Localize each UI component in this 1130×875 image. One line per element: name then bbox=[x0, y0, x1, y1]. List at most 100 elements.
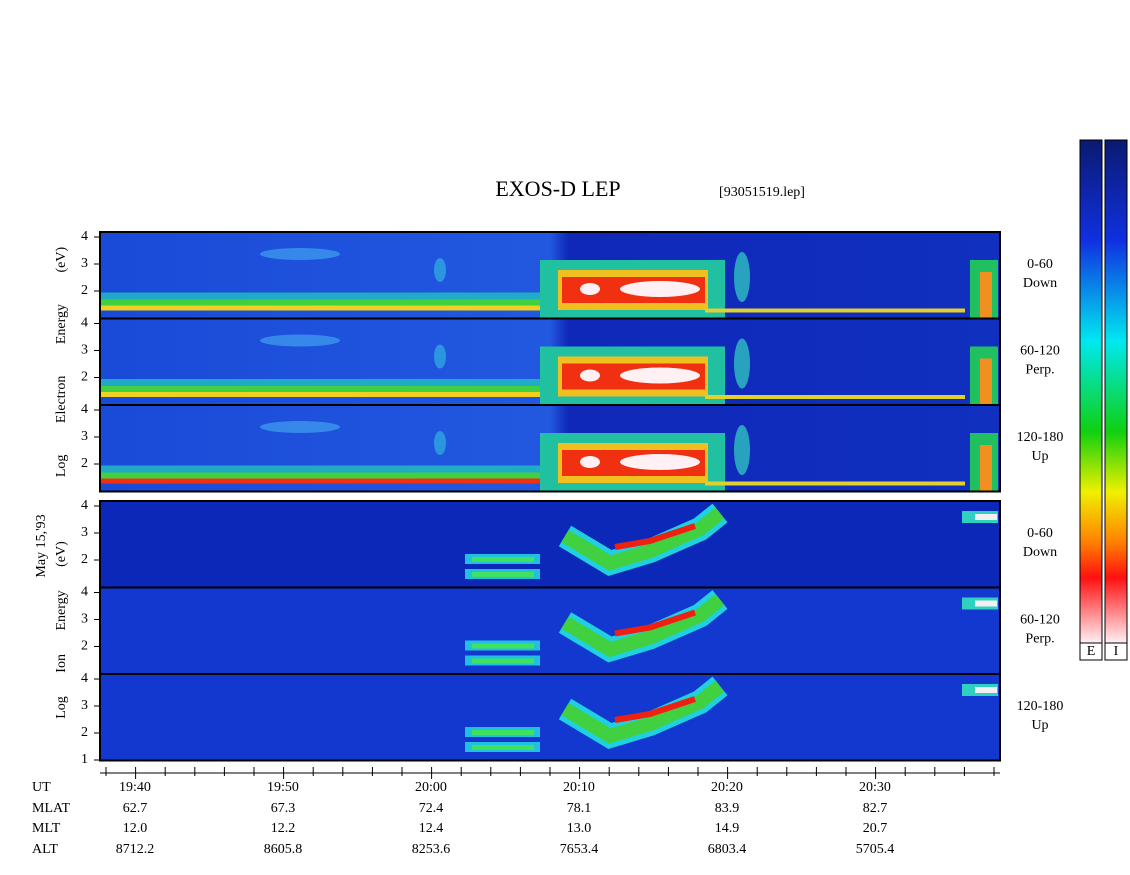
background bbox=[100, 501, 1000, 588]
pitch-label: 0-60 bbox=[1027, 526, 1053, 541]
feature bbox=[260, 421, 340, 433]
blob bbox=[620, 281, 700, 297]
row-label: UT bbox=[32, 780, 51, 795]
ephemeris-value: 12.4 bbox=[419, 821, 444, 836]
blob bbox=[580, 369, 600, 382]
arc bbox=[614, 696, 696, 723]
blob bbox=[975, 687, 997, 693]
feature bbox=[734, 252, 750, 302]
band bbox=[100, 292, 570, 303]
y-tick-label: 3 bbox=[81, 256, 88, 271]
band bbox=[705, 308, 965, 313]
y-tick-label: 3 bbox=[81, 525, 88, 540]
y-tick-label: 4 bbox=[81, 585, 88, 600]
band bbox=[100, 392, 560, 397]
y-tick-label: 2 bbox=[81, 552, 88, 567]
ephemeris-value: 67.3 bbox=[271, 801, 296, 816]
y-tick-label: 4 bbox=[81, 316, 88, 331]
colorbar-i-box bbox=[1104, 642, 1128, 661]
file-name: [93051519.lep] bbox=[719, 185, 805, 200]
y-tick-label: 2 bbox=[81, 639, 88, 654]
ephemeris-value: 20:20 bbox=[711, 780, 743, 795]
blob bbox=[980, 358, 992, 405]
ephemeris-value: 12.2 bbox=[271, 821, 296, 836]
spectrogram bbox=[100, 318, 1000, 405]
blob bbox=[975, 514, 997, 520]
y-tick-label: 1 bbox=[81, 752, 88, 767]
ephemeris-value: 20:00 bbox=[415, 780, 447, 795]
blob bbox=[580, 456, 600, 468]
ephemeris-value: 82.7 bbox=[863, 801, 888, 816]
band bbox=[472, 658, 534, 664]
band bbox=[100, 305, 560, 311]
band bbox=[100, 379, 570, 389]
direction-label: Up bbox=[1031, 449, 1048, 464]
colorbar-e bbox=[1079, 139, 1103, 644]
ephemeris-value: 20:30 bbox=[859, 780, 891, 795]
ephemeris-value: 8605.8 bbox=[264, 842, 303, 857]
ephemeris-value: 62.7 bbox=[123, 801, 148, 816]
band bbox=[472, 730, 534, 735]
colorbar-label: E bbox=[1087, 644, 1096, 659]
arc bbox=[561, 680, 725, 744]
y-tick-label: 4 bbox=[81, 229, 88, 244]
y-tick-label: 3 bbox=[81, 612, 88, 627]
ephemeris-value: 8253.6 bbox=[412, 842, 451, 857]
y-tick-label: 3 bbox=[81, 429, 88, 444]
feature bbox=[260, 248, 340, 260]
spectrogram bbox=[100, 232, 1000, 319]
band bbox=[100, 472, 560, 480]
y-tick-label: 2 bbox=[81, 725, 88, 740]
y-tick-label: 2 bbox=[81, 370, 88, 385]
band bbox=[100, 478, 560, 484]
ephemeris-value: 5705.4 bbox=[856, 842, 895, 857]
feature bbox=[260, 334, 340, 347]
spectrogram bbox=[100, 501, 1000, 588]
band bbox=[100, 299, 560, 307]
ephemeris-value: 12.0 bbox=[123, 821, 148, 836]
ephemeris-value: 72.4 bbox=[419, 801, 444, 816]
arc bbox=[614, 609, 696, 637]
feature bbox=[434, 258, 446, 282]
ephemeris-value: 7653.4 bbox=[560, 842, 599, 857]
blob bbox=[980, 272, 992, 318]
ephemeris-value: 8712.2 bbox=[116, 842, 155, 857]
y-tick-label: 3 bbox=[81, 698, 88, 713]
pitch-label: 60-120 bbox=[1020, 613, 1060, 628]
direction-label: Perp. bbox=[1025, 363, 1054, 378]
feature bbox=[734, 338, 750, 389]
direction-label: Up bbox=[1031, 718, 1048, 733]
y-tick-label: 2 bbox=[81, 283, 88, 298]
band bbox=[705, 481, 965, 486]
ephemeris-value: 78.1 bbox=[567, 801, 592, 816]
colorbar-label: I bbox=[1114, 644, 1119, 659]
feature bbox=[434, 344, 446, 369]
title: EXOS-D LEP bbox=[495, 176, 620, 201]
feature bbox=[734, 425, 750, 475]
direction-label: Down bbox=[1023, 276, 1057, 291]
pitch-label: 120-180 bbox=[1017, 699, 1064, 714]
panel-frame bbox=[99, 404, 1001, 493]
blob bbox=[980, 445, 992, 491]
spectrogram bbox=[100, 405, 1000, 492]
ephemeris-value: 14.9 bbox=[715, 821, 740, 836]
colorbar-e-box bbox=[1079, 642, 1103, 661]
ephemeris-value: 20:10 bbox=[563, 780, 595, 795]
blob bbox=[975, 600, 997, 607]
blob bbox=[580, 283, 600, 295]
y-tick-label: 3 bbox=[81, 343, 88, 358]
ephemeris-value: 20.7 bbox=[863, 821, 888, 836]
band bbox=[472, 643, 534, 649]
row-label: MLT bbox=[32, 821, 61, 836]
y-tick-label: 2 bbox=[81, 456, 88, 471]
ion-axis-label: Log Ion Energy (eV) bbox=[54, 541, 69, 719]
ephemeris-value: 83.9 bbox=[715, 801, 740, 816]
y-tick-label: 4 bbox=[81, 402, 88, 417]
band bbox=[100, 386, 560, 393]
colorbar-i bbox=[1104, 139, 1128, 644]
feature bbox=[434, 431, 446, 455]
pitch-label: 0-60 bbox=[1027, 257, 1053, 272]
ephemeris-value: 13.0 bbox=[567, 821, 592, 836]
spectrogram bbox=[100, 674, 1000, 761]
